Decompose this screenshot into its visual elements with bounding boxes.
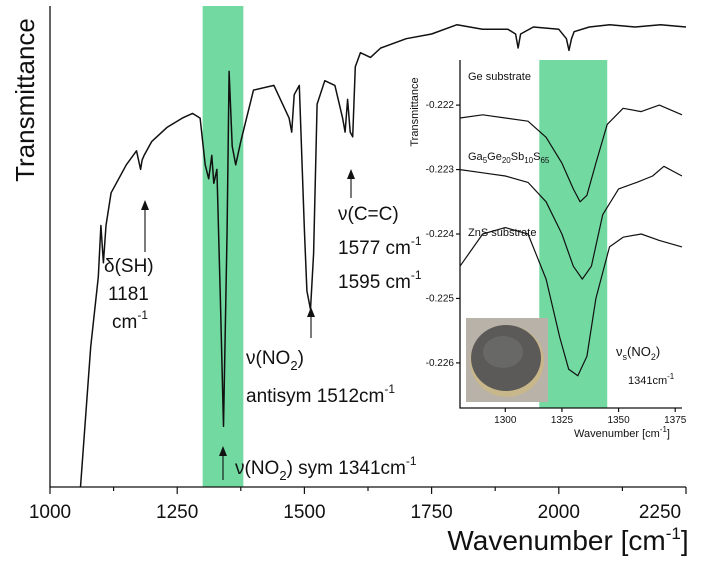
inset-annotation-wavenumber: 1341cm-1 (628, 372, 675, 387)
series-label-zns: ZnS substrate (468, 227, 536, 239)
inset-annotation-vs: νs(NO2) (616, 344, 660, 362)
x-tick-label: 1750 (410, 502, 452, 523)
inset-highlight-band (539, 60, 608, 408)
inset-y-axis-label: Transmittance (409, 77, 421, 146)
svg-text:1595 cm-1: 1595 cm-1 (338, 268, 422, 293)
series-label-gagesbs: Ga5Ge20Sb10S65 (468, 151, 550, 165)
inset-x-ticks: 1300 1325 1350 1375 (494, 408, 687, 426)
svg-text:δ(SH): δ(SH) (104, 256, 154, 277)
inset-series-line-1 (459, 165, 683, 280)
inset-y-tick-label: -0.226 (426, 358, 455, 369)
inset-chart: -0.222-0.223-0.224-0.225-0.226 1300 1325 1… (409, 60, 687, 440)
inset-y-ticks: -0.222 -0.223 -0.224 -0.225 -0.226 (426, 100, 460, 369)
spectrum-line (79, 23, 687, 488)
svg-text:ν(C=C): ν(C=C) (338, 204, 399, 225)
inset-x-tick-label: 1325 (551, 415, 574, 426)
series-label-ge: Ge substrate (468, 71, 531, 83)
x-tick-label: 1000 (29, 502, 71, 523)
inset-x-tick-label: 1375 (664, 415, 687, 426)
svg-text:ν(NO2): ν(NO2) (246, 348, 304, 373)
inset-x-tick-label: 1300 (494, 415, 517, 426)
inset-x-axis-label: Wavenumber [cm-1] (574, 425, 670, 440)
annotation-no2-sym: ν(NO2) sym 1341cm-1 (219, 446, 417, 483)
inset-y-tick-label: -0.223 (426, 165, 455, 176)
x-tick-label: 2000 (538, 502, 580, 523)
x-tick-label: 2250 (639, 502, 681, 523)
x-tick-label: 1250 (156, 502, 198, 523)
svg-text:cm-1: cm-1 (112, 308, 148, 333)
inset-y-tick-label: -0.225 (426, 293, 455, 304)
y-axis-label: Transmittance (10, 18, 40, 182)
sample-photo (466, 318, 548, 402)
annotation-cc: ν(C=C) 1577 cm-1 1595 cm-1 (338, 169, 422, 293)
annotation-no2-antisym: ν(NO2) antisym 1512cm-1 (246, 307, 395, 407)
x-tick-label: 1500 (283, 502, 325, 523)
inset-axes (459, 60, 682, 409)
x-axis-ticks: 1000 1250 1500 1750 2000 2250 (29, 487, 687, 523)
inset-x-tick-label: 1350 (607, 415, 630, 426)
inset-y-tick-label: -0.224 (426, 229, 455, 240)
inset-series-line-2 (459, 227, 683, 377)
svg-text:ν(NO2) sym 1341cm-1: ν(NO2) sym 1341cm-1 (235, 454, 417, 483)
x-axis-label: Wavenumber [cm-1] (447, 524, 688, 556)
svg-text:1181: 1181 (108, 284, 149, 305)
annotation-sh: δ(SH) 1181 cm-1 (104, 200, 154, 333)
inset-series-line-0 (459, 104, 683, 203)
svg-text:antisym 1512cm-1: antisym 1512cm-1 (246, 382, 395, 407)
inset-y-tick-label: -0.222 (426, 100, 455, 111)
svg-text:1577 cm-1: 1577 cm-1 (338, 234, 422, 259)
inset-spectra (459, 104, 683, 377)
